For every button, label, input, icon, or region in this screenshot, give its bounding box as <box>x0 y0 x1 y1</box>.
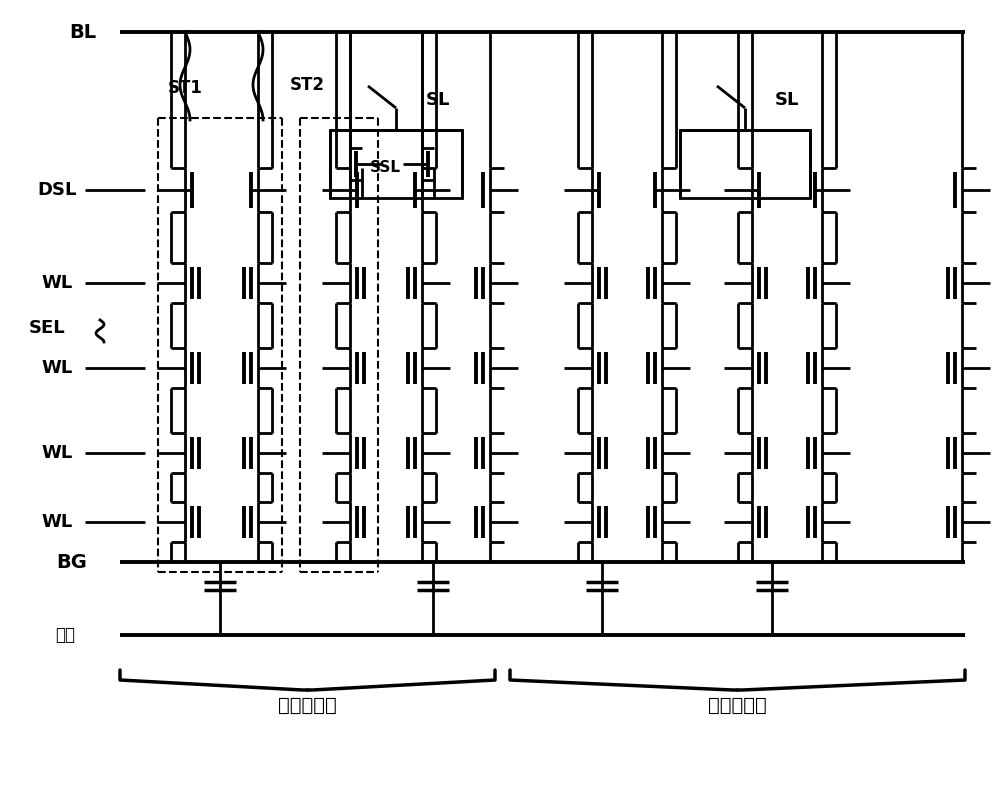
Text: SL: SL <box>426 91 450 109</box>
Text: SSL: SSL <box>370 159 400 175</box>
Text: 第二存储块: 第二存储块 <box>708 696 767 714</box>
Text: 衬底: 衬底 <box>55 626 75 644</box>
Text: ST1: ST1 <box>168 79 202 97</box>
Text: WL: WL <box>41 274 73 292</box>
Text: BL: BL <box>69 22 97 41</box>
Text: WL: WL <box>41 513 73 531</box>
Text: WL: WL <box>41 444 73 462</box>
Text: SL: SL <box>775 91 799 109</box>
Text: 第一存储块: 第一存储块 <box>278 696 337 714</box>
Bar <box>680 130 810 198</box>
Text: SEL: SEL <box>29 319 65 337</box>
Text: WL: WL <box>41 359 73 377</box>
Bar <box>330 130 462 198</box>
Text: ST2: ST2 <box>290 76 325 94</box>
Text: BG: BG <box>57 552 87 571</box>
Text: DSL: DSL <box>37 181 77 199</box>
